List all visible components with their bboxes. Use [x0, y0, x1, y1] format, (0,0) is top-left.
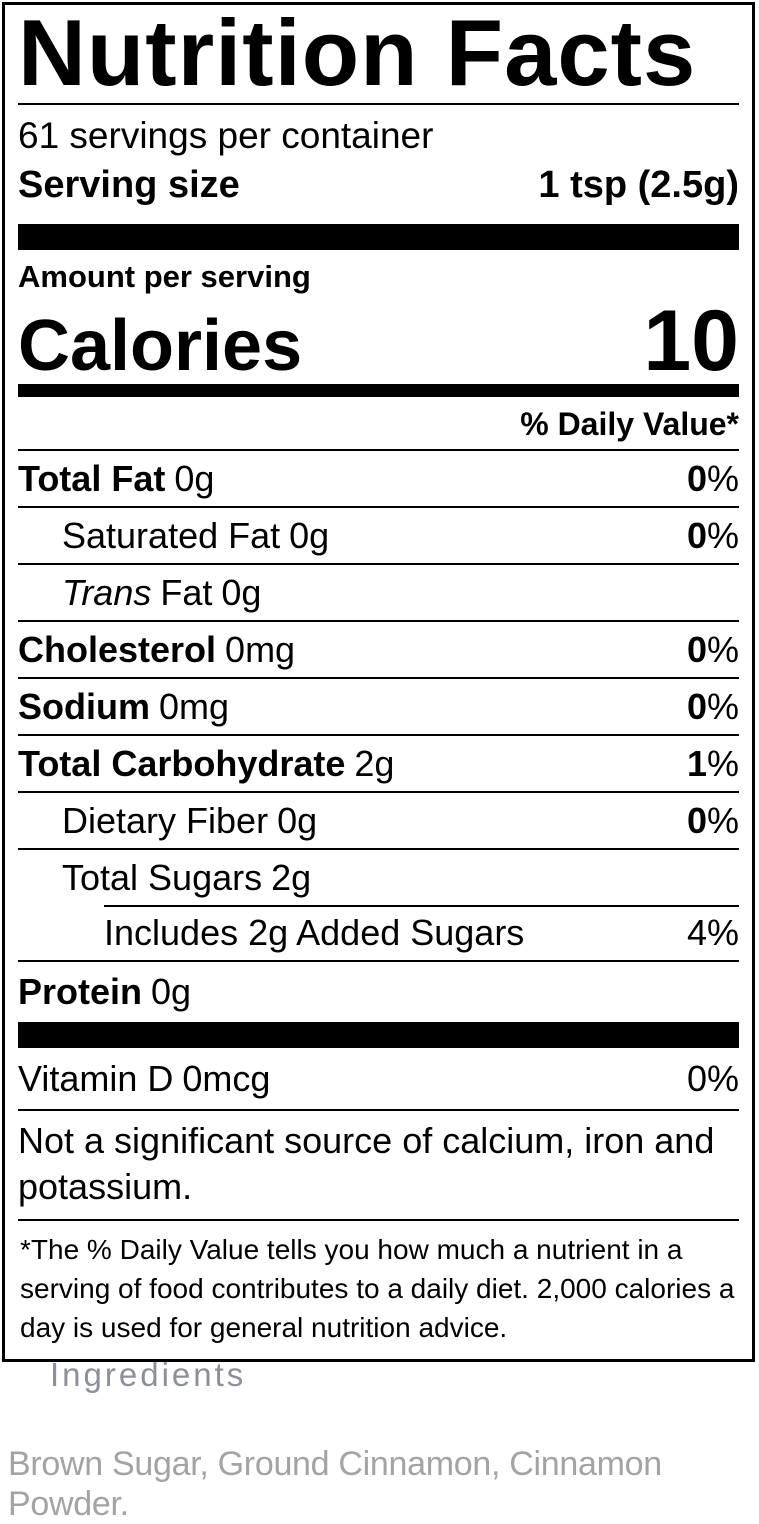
nutrient-name: Cholesterol	[18, 628, 217, 670]
section-divider-bar	[18, 1022, 739, 1048]
nutrient-amount: 0g	[221, 571, 262, 613]
serving-size-row: Serving size 1 tsp (2.5g)	[18, 160, 739, 210]
nutrient-name: Dietary Fiber	[62, 799, 269, 841]
nutrient-amount: 0mg	[159, 685, 230, 727]
nutrient-amount: 2g	[271, 856, 312, 898]
daily-value-header: % Daily Value*	[18, 397, 739, 451]
ingredients-heading: Ingredients	[50, 1356, 247, 1393]
nutrient-daily-value: 4%	[686, 911, 739, 953]
nutrient-amount: 0g	[289, 514, 330, 556]
nutrient-name: Includes 2g Added Sugars	[104, 911, 525, 953]
servings-per-container: 61 servings per container	[18, 115, 434, 156]
nutrient-daily-value: 1%	[686, 742, 739, 784]
nutrient-amount: 0g	[151, 971, 192, 1012]
calories-label: Calories	[18, 306, 303, 386]
row-total-fat: Total Fat 0g 0%	[18, 451, 739, 508]
label-title: Nutrition Facts	[18, 6, 739, 105]
nutrient-daily-value: 0%	[686, 799, 739, 841]
row-trans-fat: Trans Fat 0g	[18, 565, 739, 622]
amount-per-serving-label: Amount per serving	[18, 259, 311, 294]
section-divider-bar	[18, 384, 739, 397]
nutrient-name: Saturated Fat	[62, 514, 281, 556]
ingredients-list: Brown Sugar, Ground Cinnamon, Cinnamon P…	[8, 1445, 662, 1523]
nutrient-daily-value: 0%	[686, 685, 739, 727]
row-protein: Protein 0g	[18, 962, 739, 1022]
nutrient-daily-value: 0%	[686, 457, 739, 499]
serving-size-label: Serving size	[18, 164, 240, 206]
row-vitamin-d: Vitamin D 0mcg 0%	[18, 1048, 739, 1111]
nutrient-amount: 2g	[354, 742, 395, 784]
calories-row: Calories 10	[18, 293, 739, 389]
nutrition-facts-label: Nutrition Facts 61 servings per containe…	[2, 2, 755, 1362]
daily-value-footnote: *The % Daily Value tells you how much a …	[20, 1234, 735, 1343]
nutrient-amount: 0g	[277, 799, 318, 841]
row-cholesterol: Cholesterol 0mg 0%	[18, 622, 739, 679]
nutrient-daily-value: 0%	[686, 1057, 739, 1099]
nutrient-name: Vitamin D	[18, 1057, 174, 1099]
nutrient-name: Total Fat	[18, 457, 166, 499]
nutrient-name: Fat	[160, 571, 213, 613]
nutrient-daily-value: 0%	[686, 628, 739, 670]
not-significant-note: Not a significant source of calcium, iro…	[18, 1111, 739, 1221]
calories-value: 10	[643, 293, 739, 389]
row-total-sugars: Total Sugars 2g	[18, 850, 739, 905]
section-divider-bar	[18, 224, 739, 250]
row-saturated-fat: Saturated Fat 0g 0%	[18, 508, 739, 565]
row-dietary-fiber: Dietary Fiber 0g 0%	[18, 793, 739, 850]
serving-size-value: 1 tsp (2.5g)	[538, 164, 739, 206]
row-added-sugars: Includes 2g Added Sugars 4%	[18, 905, 739, 962]
nutrient-name: Total Sugars	[62, 856, 263, 898]
nutrient-amount: 0mg	[225, 628, 296, 670]
nutrient-daily-value: 0%	[686, 514, 739, 556]
nutrient-name: Protein	[18, 971, 143, 1012]
row-sodium: Sodium 0mg 0%	[18, 679, 739, 736]
nutrient-name-italic: Trans	[62, 571, 152, 613]
nutrient-name: Total Carbohydrate	[18, 742, 346, 784]
nutrient-name: Sodium	[18, 685, 150, 727]
row-total-carbohydrate: Total Carbohydrate 2g 1%	[18, 736, 739, 793]
nutrient-amount: 0g	[174, 457, 215, 499]
nutrient-amount: 0mcg	[182, 1057, 271, 1099]
